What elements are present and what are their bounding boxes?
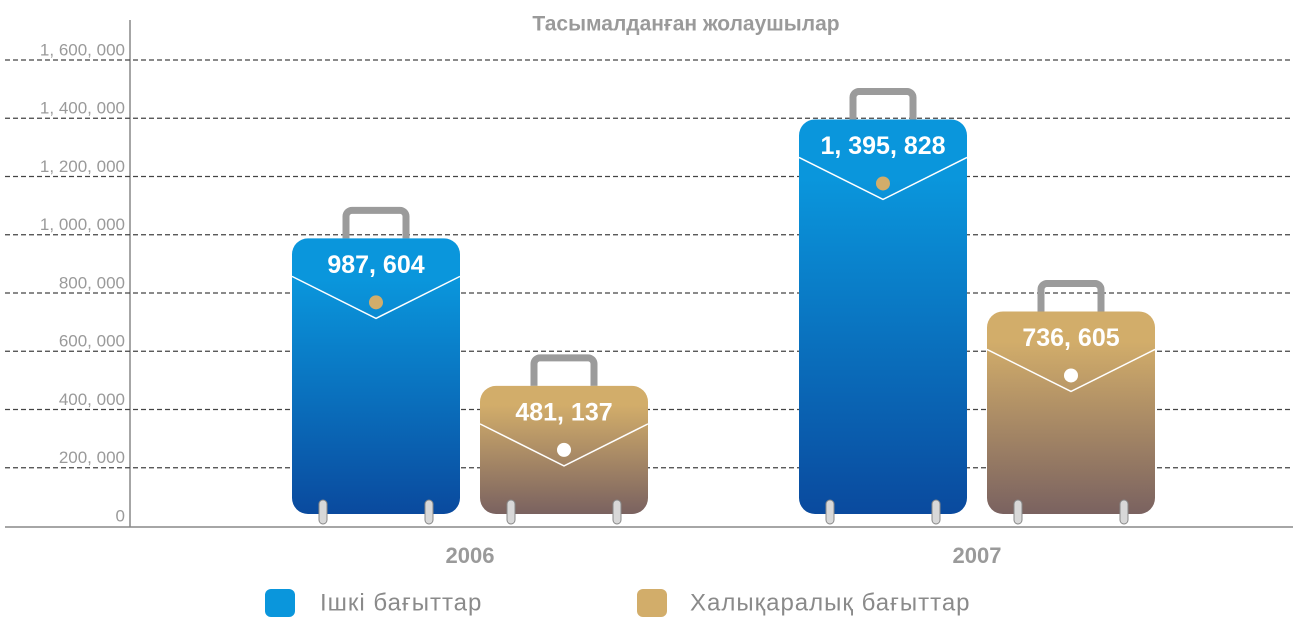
suitcase-wheel <box>932 500 940 524</box>
suitcase-wheel <box>613 500 621 524</box>
suitcase-dot <box>876 176 890 190</box>
suitcase-dot <box>557 443 571 457</box>
legend-swatch <box>265 589 295 617</box>
chart: Тасымалданған жолаушылар 0 200, 000 400, 0… <box>0 0 1293 619</box>
suitcase-handle <box>853 91 913 119</box>
suitcase-dot <box>369 295 383 309</box>
suitcase-handle <box>1041 283 1101 311</box>
legend-swatch <box>637 589 667 617</box>
suitcase-handle <box>534 358 594 386</box>
value-label: 1, 395, 828 <box>820 132 945 160</box>
y-tick-label: 400, 000 <box>59 390 125 409</box>
chart-title: Тасымалданған жолаушылар <box>532 13 839 36</box>
suitcase-wheel <box>319 500 327 524</box>
legend-label: Ішкі бағыттар <box>320 589 482 616</box>
y-tick-label: 600, 000 <box>59 332 125 351</box>
x-tick-label: 2006 <box>446 543 495 568</box>
suitcase-wheel <box>507 500 515 524</box>
y-tick-label: 800, 000 <box>59 273 125 292</box>
y-tick-label: 1, 400, 000 <box>40 99 125 118</box>
y-tick-label: 1, 200, 000 <box>40 157 125 176</box>
suitcase-wheel <box>1120 500 1128 524</box>
y-tick-label: 1, 600, 000 <box>40 40 125 59</box>
y-tick-label: 0 <box>116 506 125 525</box>
bar <box>292 238 460 514</box>
suitcase-wheel <box>826 500 834 524</box>
legend-label: Халықаралық бағыттар <box>690 589 971 616</box>
suitcase-wheel <box>425 500 433 524</box>
x-tick-label: 2007 <box>953 543 1002 568</box>
suitcase-wheel <box>1014 500 1022 524</box>
value-label: 987, 604 <box>327 251 424 279</box>
y-tick-label: 200, 000 <box>59 448 125 467</box>
y-tick-label: 1, 000, 000 <box>40 215 125 234</box>
value-label: 481, 137 <box>515 398 612 426</box>
value-label: 736, 605 <box>1022 324 1119 352</box>
suitcase-dot <box>1064 368 1078 382</box>
